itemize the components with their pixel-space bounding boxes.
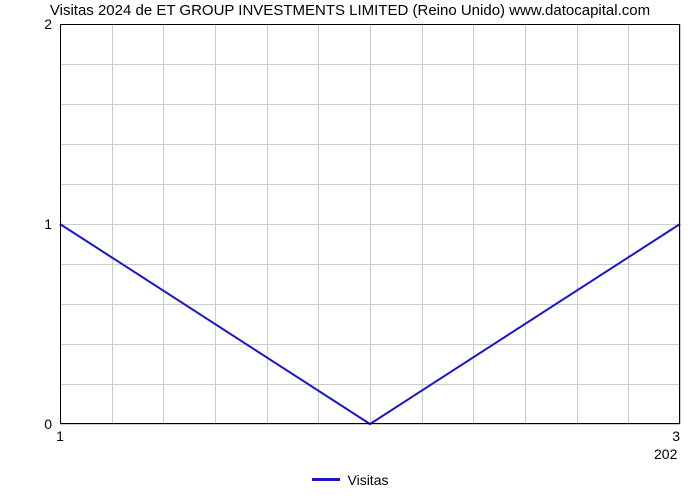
- data-line: [60, 224, 680, 424]
- x-tick-label: 3: [672, 428, 680, 444]
- y-tick-label: 1: [4, 216, 52, 232]
- chart-title: Visitas 2024 de ET GROUP INVESTMENTS LIM…: [0, 2, 700, 19]
- plot-area: [60, 24, 680, 424]
- chart-container: Visitas 2024 de ET GROUP INVESTMENTS LIM…: [0, 0, 700, 500]
- legend: Visitas: [0, 468, 700, 488]
- y-tick-label: 0: [4, 416, 52, 432]
- x-sub-label: 202: [654, 446, 677, 462]
- legend-swatch: [312, 478, 340, 481]
- grid-vertical: [680, 24, 681, 424]
- line-series: [60, 24, 680, 424]
- legend-label: Visitas: [348, 472, 389, 488]
- x-tick-label: 1: [56, 428, 64, 444]
- y-tick-label: 2: [4, 16, 52, 32]
